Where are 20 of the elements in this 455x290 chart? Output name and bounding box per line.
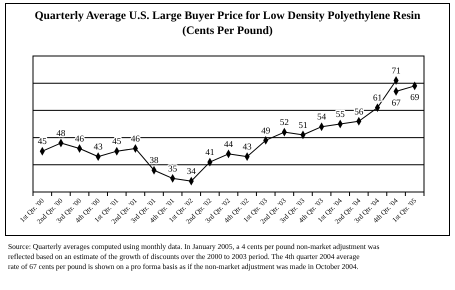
chart-title: Quarterly Average U.S. Large Buyer Price for Low Density Polyethylene Resin (Cents Per Pound) — [34, 10, 422, 37]
data-label: 35 — [168, 163, 178, 174]
data-label: 44 — [224, 138, 234, 149]
data-label: 51 — [298, 120, 308, 130]
data-label: 45 — [38, 136, 48, 146]
data-label: 43 — [94, 142, 104, 152]
data-label: 38 — [150, 155, 160, 166]
data-label: 34 — [186, 166, 196, 176]
data-label: 49 — [261, 125, 271, 136]
data-label: 52 — [280, 117, 289, 128]
data-label: 55 — [336, 109, 346, 119]
data-label: 43 — [242, 142, 252, 152]
data-label: 67 — [392, 97, 402, 108]
data-label: 61 — [372, 92, 382, 103]
data-label: 69 — [410, 92, 420, 102]
data-label: 48 — [56, 128, 66, 138]
data-label: 54 — [317, 112, 327, 122]
data-label: 41 — [205, 147, 214, 158]
data-label: 45 — [112, 136, 122, 146]
data-label: 71 — [392, 65, 401, 76]
